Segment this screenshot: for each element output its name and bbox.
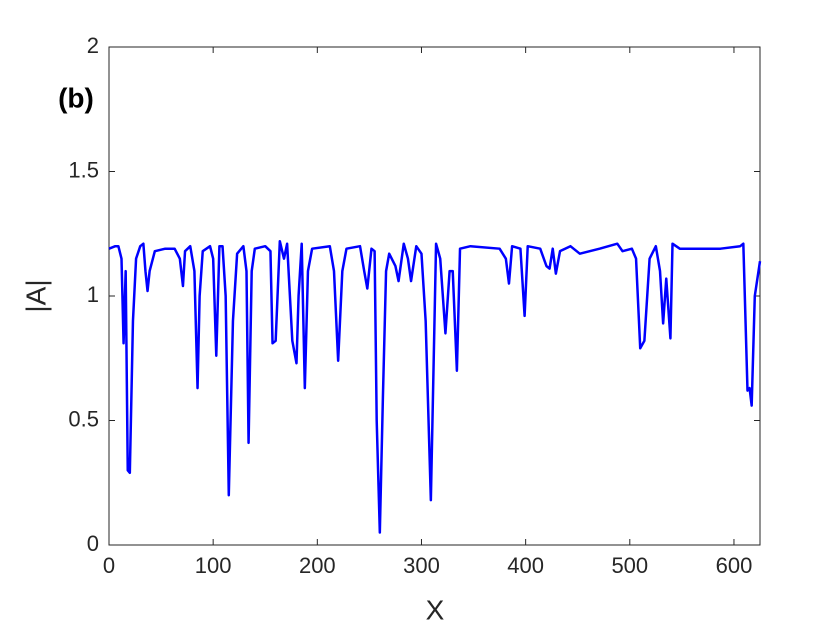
x-tick-label: 200 bbox=[299, 553, 336, 578]
y-tick-label: 2 bbox=[87, 33, 99, 58]
y-tick-label: 1 bbox=[87, 282, 99, 307]
x-tick-label: 400 bbox=[507, 553, 544, 578]
y-tick-label: 1.5 bbox=[68, 157, 99, 182]
x-tick-label: 600 bbox=[716, 553, 753, 578]
y-tick-label: 0 bbox=[87, 531, 99, 556]
line-series bbox=[108, 239, 762, 534]
x-tick-label: 100 bbox=[195, 553, 232, 578]
x-tick-label: 500 bbox=[611, 553, 648, 578]
x-tick-label: 300 bbox=[403, 553, 440, 578]
y-tick-label: 0.5 bbox=[68, 406, 99, 431]
x-tick-label: 0 bbox=[103, 553, 115, 578]
y-axis-label: |A| bbox=[20, 279, 51, 312]
x-axis-label: X bbox=[426, 594, 445, 625]
annotation: (b) bbox=[58, 82, 94, 113]
